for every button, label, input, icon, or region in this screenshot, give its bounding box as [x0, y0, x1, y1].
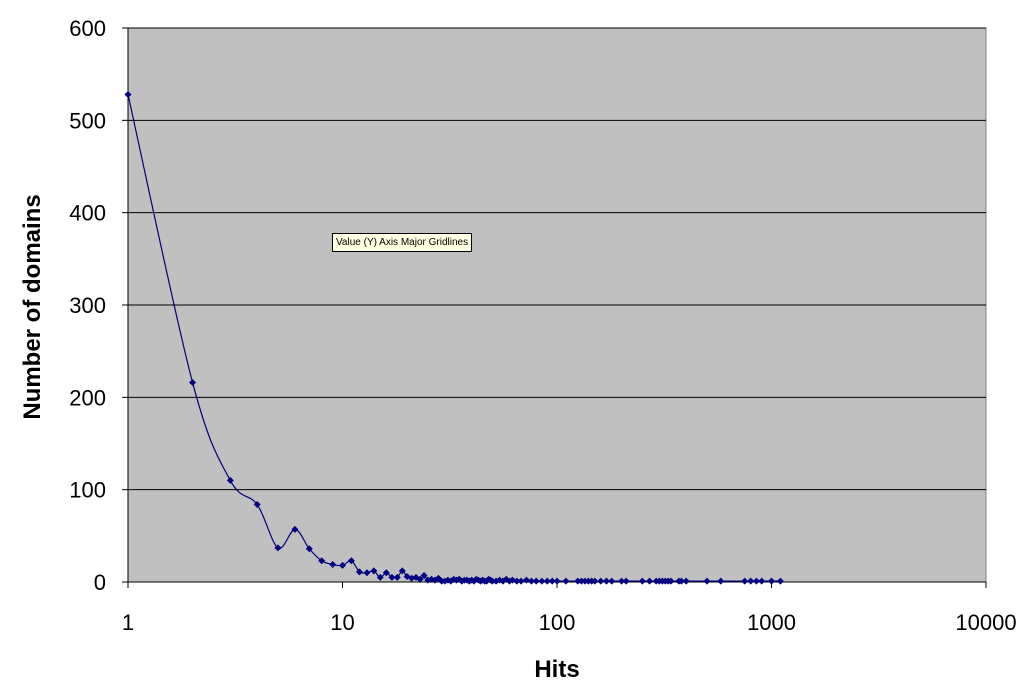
data-point	[253, 500, 261, 508]
gridlines-tooltip: Value (Y) Axis Major Gridlines	[332, 233, 473, 252]
y-tick-label: 100	[69, 478, 106, 503]
data-point	[741, 577, 749, 585]
data-point	[329, 560, 337, 568]
data-point	[339, 561, 346, 569]
data-point	[752, 577, 760, 585]
data-point	[591, 577, 599, 585]
data-point	[355, 568, 363, 576]
x-tick-label: 100	[539, 610, 576, 635]
data-point	[758, 577, 766, 585]
data-point	[226, 476, 234, 484]
x-tick-label: 10000	[955, 610, 1016, 635]
data-point	[124, 90, 132, 98]
data-point	[667, 577, 675, 585]
data-point	[622, 577, 630, 585]
data-point	[363, 569, 371, 577]
data-point	[488, 577, 496, 585]
data-point	[768, 577, 775, 585]
data-point	[513, 577, 521, 585]
x-tick-label: 1	[122, 610, 134, 635]
data-point	[562, 577, 570, 585]
y-tick-label: 0	[94, 570, 106, 595]
data-point	[776, 577, 784, 585]
data-point	[318, 557, 326, 565]
y-tick-label: 200	[69, 385, 106, 410]
data-point	[398, 567, 406, 575]
data-point	[393, 573, 401, 581]
data-point	[305, 545, 313, 553]
x-axis-ticks: 1 10 100 1000 10000	[122, 582, 1017, 635]
data-point	[189, 379, 197, 387]
data-point	[527, 577, 535, 585]
data-point	[420, 572, 428, 580]
data-point	[291, 525, 299, 533]
data-point	[370, 567, 378, 575]
data-point	[717, 577, 725, 585]
y-tick-label: 300	[69, 293, 106, 318]
y-tick-label: 400	[69, 201, 106, 226]
y-axis-ticks: 0 100 200 300 400 500 600	[69, 16, 128, 595]
data-point	[517, 577, 525, 585]
data-point	[522, 576, 530, 584]
data-point	[577, 577, 585, 585]
data-point	[347, 557, 355, 565]
data-point	[382, 569, 390, 577]
data-point	[548, 577, 556, 585]
data-point	[574, 577, 582, 585]
data-point	[543, 577, 551, 585]
series-points	[124, 90, 784, 585]
data-point	[677, 577, 685, 585]
data-point	[618, 577, 626, 585]
data-point	[538, 577, 546, 585]
y-axis-title: Number of domains	[19, 194, 46, 419]
data-point	[682, 577, 690, 585]
data-point	[608, 577, 616, 585]
x-tick-label: 1000	[747, 610, 796, 635]
y-tick-label: 500	[69, 108, 106, 133]
data-point	[703, 577, 711, 585]
y-tick-label: 600	[69, 16, 106, 41]
data-point	[747, 577, 755, 585]
data-point	[388, 573, 396, 581]
data-point	[532, 577, 540, 585]
x-tick-label: 10	[330, 610, 354, 635]
data-point	[646, 577, 654, 585]
y-major-gridlines	[128, 27, 986, 491]
data-point	[274, 544, 282, 552]
x-axis-title: Hits	[534, 656, 579, 683]
data-point	[553, 577, 561, 585]
data-point	[602, 577, 610, 585]
data-point	[416, 575, 424, 583]
data-point	[638, 577, 646, 585]
data-point	[597, 577, 605, 585]
data-point	[376, 573, 384, 581]
